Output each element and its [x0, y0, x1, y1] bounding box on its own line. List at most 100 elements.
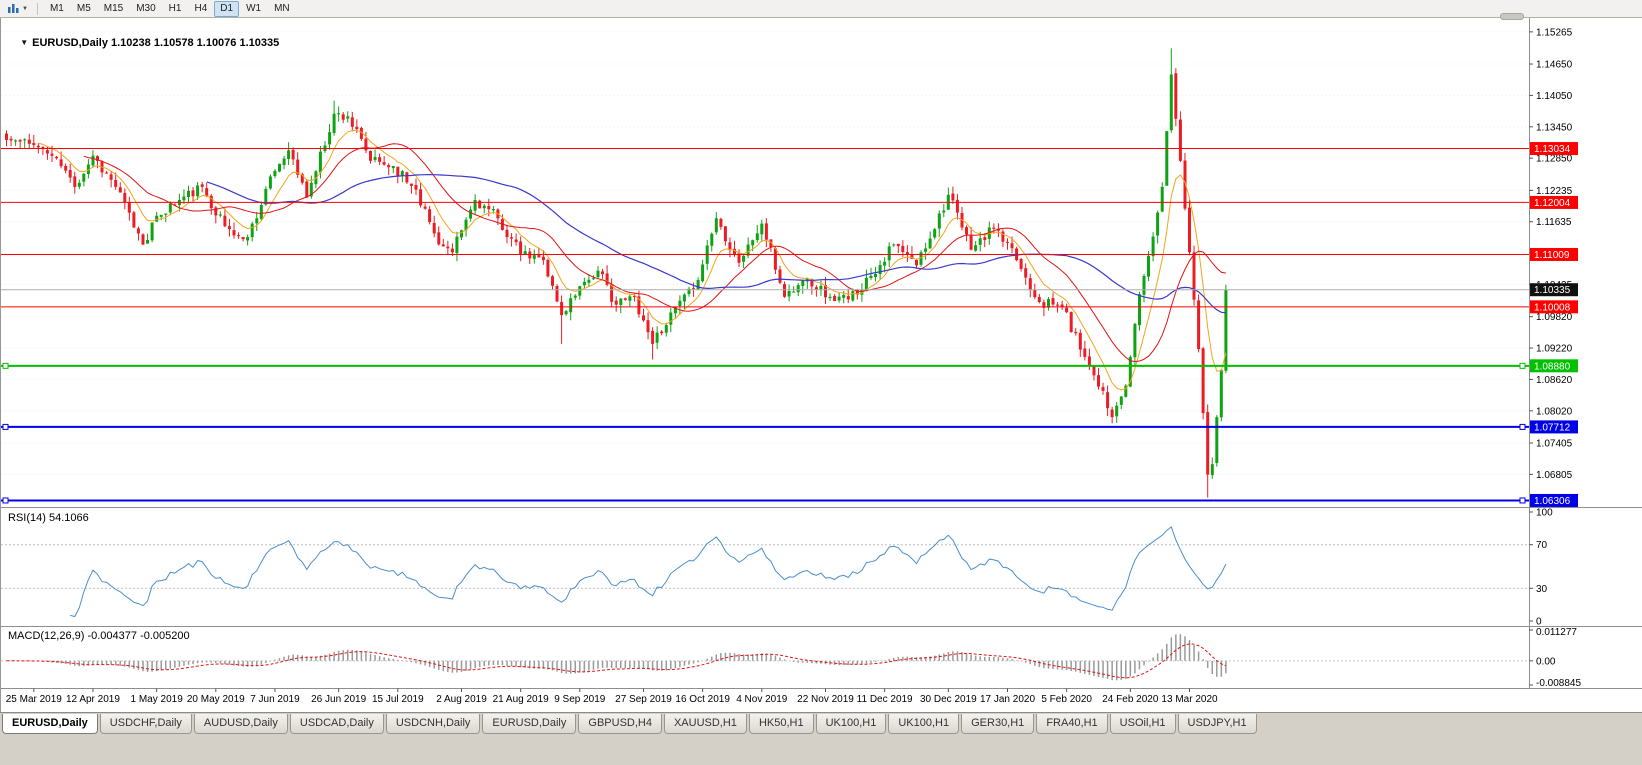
hline-1.07712[interactable] — [1, 423, 1529, 430]
svg-text:-0.008845: -0.008845 — [1536, 678, 1581, 689]
timeframe-button-m1[interactable]: M1 — [49, 2, 64, 14]
price-tag-1.10008: 1.10008 — [1530, 300, 1578, 314]
svg-text:1.09820: 1.09820 — [1536, 312, 1573, 323]
price-grid — [1, 31, 1529, 475]
chart-tab-eurusd-daily[interactable]: EURUSD,Daily — [482, 714, 577, 734]
svg-text:1.08020: 1.08020 — [1536, 406, 1573, 417]
chart-tab-usoil-h1[interactable]: USOil,H1 — [1109, 714, 1176, 734]
chart-tab-hk50-h1[interactable]: HK50,H1 — [748, 714, 814, 734]
timeframe-button-h1[interactable]: H1 — [168, 2, 182, 14]
svg-text:1.06306: 1.06306 — [1534, 496, 1571, 507]
svg-text:1.10335: 1.10335 — [1534, 285, 1571, 296]
svg-text:1.07712: 1.07712 — [1534, 422, 1571, 433]
price-tag-1.11009: 1.11009 — [1530, 247, 1578, 261]
svg-text:13 Mar 2020: 13 Mar 2020 — [1161, 694, 1218, 705]
svg-text:16 Oct 2019: 16 Oct 2019 — [675, 694, 730, 705]
svg-text:27 Sep 2019: 27 Sep 2019 — [615, 694, 672, 705]
candlesticks — [5, 48, 1228, 498]
svg-text:25 Mar 2019: 25 Mar 2019 — [6, 694, 63, 705]
hline-1.06306[interactable] — [1, 497, 1529, 504]
svg-text:1.08620: 1.08620 — [1536, 375, 1573, 386]
date-axis: 25 Mar 2019 12 Apr 2019 1 May 2019 20 May 2… — [6, 688, 1218, 705]
hline-1.08880[interactable] — [1, 362, 1529, 369]
chart-tab-usdcnh-daily[interactable]: USDCNH,Daily — [385, 714, 481, 734]
svg-text:1.14050: 1.14050 — [1536, 91, 1573, 102]
moving-average-line-45[interactable] — [206, 173, 1226, 314]
chart-tab-usdchf-daily[interactable]: USDCHF,Daily — [99, 714, 192, 734]
svg-text:17 Jan 2020: 17 Jan 2020 — [980, 694, 1035, 705]
svg-text:100: 100 — [1536, 508, 1553, 519]
chart-canvas[interactable]: 1.15265 1.14650 1.14050 1.13450 1.12850 1.122… — [1, 18, 1642, 712]
chart-tabs-bar: EURUSD,Daily USDCHF,Daily AUDUSD,Daily USDC… — [0, 712, 1642, 765]
chart-tab-fra40-h1[interactable]: FRA40,H1 — [1036, 714, 1108, 734]
svg-text:1.11009: 1.11009 — [1534, 250, 1570, 261]
svg-text:9 Sep 2019: 9 Sep 2019 — [554, 694, 606, 705]
svg-text:22 Nov 2019: 22 Nov 2019 — [797, 694, 854, 705]
svg-text:11 Dec 2019: 11 Dec 2019 — [857, 694, 913, 705]
svg-text:30: 30 — [1536, 584, 1548, 595]
svg-text:0.00: 0.00 — [1536, 656, 1556, 667]
price-tag-1.12004: 1.12004 — [1530, 195, 1578, 209]
chart-tab-xauusd-h1[interactable]: XAUUSD,H1 — [663, 714, 747, 734]
timeframe-button-mn[interactable]: MN — [274, 2, 290, 14]
timeframe-button-m15[interactable]: M15 — [103, 2, 124, 14]
timeframe-button-w1[interactable]: W1 — [246, 2, 262, 14]
svg-text:2 Aug 2019: 2 Aug 2019 — [436, 694, 487, 705]
svg-text:1.15265: 1.15265 — [1536, 27, 1573, 38]
svg-text:7 Jun 2019: 7 Jun 2019 — [250, 694, 300, 705]
timeframe-button-m5[interactable]: M5 — [76, 2, 91, 14]
svg-text:0: 0 — [1536, 617, 1542, 628]
dropdown-arrow-icon: ▼ — [22, 5, 28, 12]
svg-text:1.07405: 1.07405 — [1536, 438, 1573, 449]
bar-chart-icon — [8, 3, 19, 13]
moving-average-line-18[interactable] — [83, 143, 1226, 363]
price-tag-1.06306: 1.06306 — [1530, 493, 1578, 507]
timeframe-toolbar: ▼ M1 M5 M15 M30 H1 H4 D1 W1 MN — [0, 0, 1642, 18]
chart-tab-usdcad-daily[interactable]: USDCAD,Daily — [289, 714, 384, 734]
chart-tab-eurusd-daily[interactable]: EURUSD,Daily — [2, 714, 98, 734]
svg-text:1.12850: 1.12850 — [1536, 154, 1573, 165]
timeframe-buttons: M1 M5 M15 M30 H1 H4 D1 W1 MN — [44, 0, 296, 17]
moving-average-line-8[interactable] — [38, 129, 1227, 391]
svg-text:1.13450: 1.13450 — [1536, 122, 1573, 133]
svg-text:1.06805: 1.06805 — [1536, 470, 1573, 481]
rsi-line — [70, 526, 1227, 618]
chart-tab-uk100-h1[interactable]: UK100,H1 — [888, 714, 960, 734]
price-tag-1.07712: 1.07712 — [1530, 420, 1578, 434]
chart-period-menu-icon[interactable]: ▼ — [4, 1, 31, 16]
svg-text:1.10008: 1.10008 — [1534, 302, 1571, 313]
chart-tab-gbpusd-h4[interactable]: GBPUSD,H4 — [578, 714, 662, 734]
svg-text:1.12235: 1.12235 — [1536, 186, 1573, 197]
rsi-panel: 100 70 30 0 — [1, 508, 1553, 628]
timeframe-button-m30[interactable]: M30 — [136, 2, 156, 14]
svg-text:15 Jul 2019: 15 Jul 2019 — [372, 694, 424, 705]
svg-text:1.12004: 1.12004 — [1534, 198, 1571, 209]
svg-text:20 May 2019: 20 May 2019 — [187, 694, 245, 705]
toolbar-separator — [36, 2, 38, 15]
svg-text:1.09220: 1.09220 — [1536, 344, 1573, 355]
svg-text:5 Feb 2020: 5 Feb 2020 — [1041, 694, 1092, 705]
svg-text:24 Feb 2020: 24 Feb 2020 — [1102, 694, 1159, 705]
svg-text:21 Aug 2019: 21 Aug 2019 — [493, 694, 550, 705]
macd-panel: 0.011277 0.00 -0.008845 — [1, 627, 1581, 689]
svg-text:4 Nov 2019: 4 Nov 2019 — [736, 694, 788, 705]
price-tag-1.13034: 1.13034 — [1530, 142, 1578, 155]
chart-tab-usdjpy-h1[interactable]: USDJPY,H1 — [1177, 714, 1257, 734]
svg-text:1.08880: 1.08880 — [1534, 361, 1571, 372]
price-tag-1.08880: 1.08880 — [1530, 359, 1578, 373]
chart-window[interactable]: 1.15265 1.14650 1.14050 1.13450 1.12850 1.122… — [0, 18, 1642, 712]
chart-tab-ger30-h1[interactable]: GER30,H1 — [961, 714, 1035, 734]
svg-text:30 Dec 2019: 30 Dec 2019 — [920, 694, 977, 705]
svg-text:1 May 2019: 1 May 2019 — [131, 694, 184, 705]
macd-histogram — [14, 634, 1227, 681]
current-price-tag: 1.10335 — [1530, 283, 1578, 297]
timeframe-button-d1[interactable]: D1 — [214, 0, 240, 17]
chart-tab-uk100-h1[interactable]: UK100,H1 — [815, 714, 887, 734]
svg-text:0.011277: 0.011277 — [1536, 627, 1577, 638]
chart-tab-audusd-daily[interactable]: AUDUSD,Daily — [193, 714, 288, 734]
svg-text:1.11635: 1.11635 — [1536, 217, 1572, 228]
chart-scrollbar-thumb[interactable] — [1500, 13, 1524, 20]
timeframe-button-h4[interactable]: H4 — [194, 2, 208, 14]
svg-text:26 Jun 2019: 26 Jun 2019 — [311, 694, 366, 705]
